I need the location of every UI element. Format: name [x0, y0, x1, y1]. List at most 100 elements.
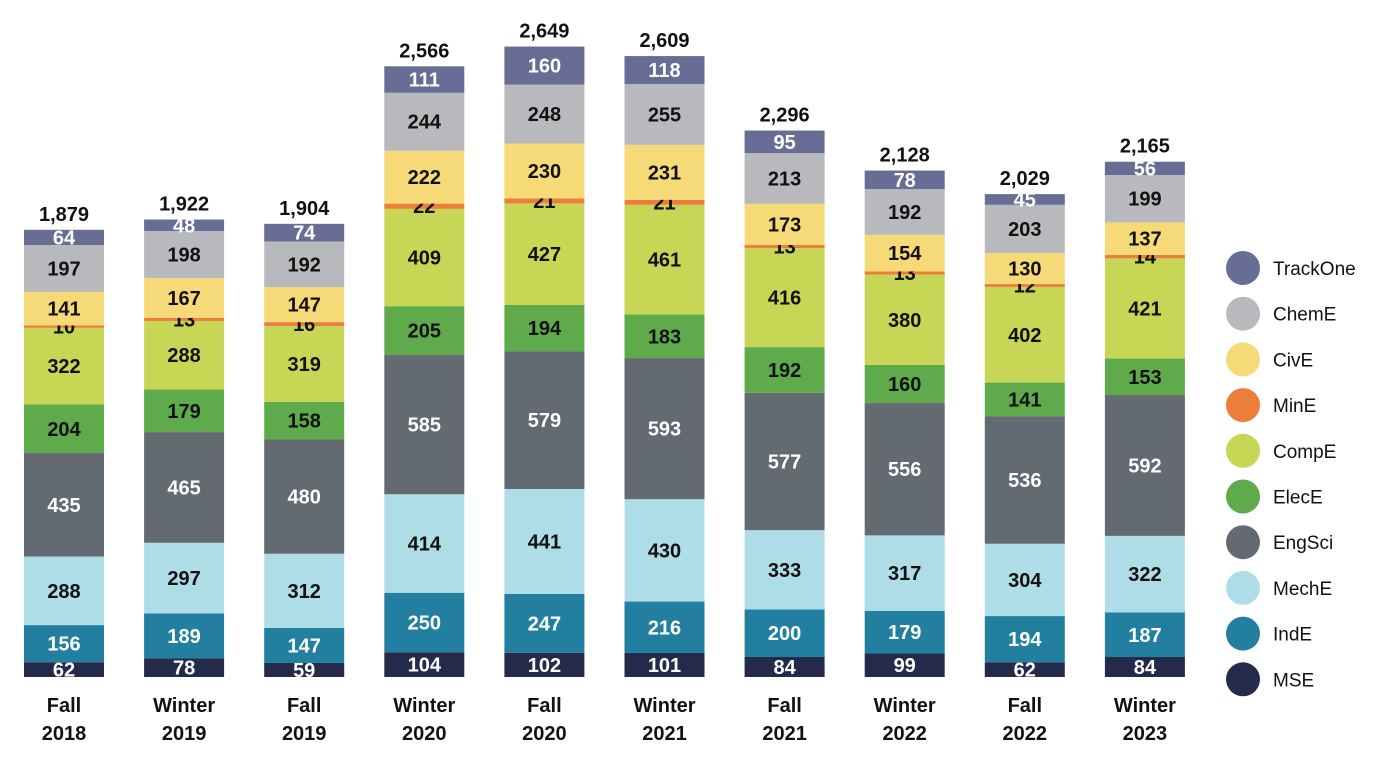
segment-label-cheme-fall-2022: 203 [1008, 219, 1041, 241]
segment-label-cheme-fall-2021: 213 [768, 169, 801, 191]
segment-label-elece-winter-2023: 153 [1128, 367, 1161, 389]
bar-segment-cive-fall-2018 [24, 291, 104, 326]
legend-swatch-mine [1226, 388, 1260, 423]
segment-label-cive-winter-2022: 154 [888, 243, 922, 265]
segment-label-meche-fall-2022: 304 [1008, 570, 1042, 592]
segment-label-engsci-fall-2019: 480 [288, 487, 321, 509]
segment-label-compe-fall-2020: 427 [528, 244, 561, 266]
bar-segment-elece-fall-2022 [984, 382, 1065, 417]
segment-label-mse-fall-2020: 102 [528, 655, 561, 677]
segment-label-engsci-fall-2020: 579 [528, 410, 561, 432]
bar-segment-meche-fall-2022 [984, 543, 1065, 617]
bar-segment-mse-fall-2018 [24, 662, 104, 677]
x-tick-label-winter-2023-year: 2023 [1123, 723, 1168, 745]
bar-segment-mse-winter-2021 [624, 652, 705, 677]
bar-segment-meche-winter-2021 [624, 499, 705, 602]
bar-segment-engsci-fall-2021 [744, 392, 825, 531]
segment-label-inde-winter-2021: 216 [648, 617, 681, 639]
segment-label-engsci-fall-2022: 536 [1008, 470, 1041, 492]
segment-label-trackone-fall-2019: 74 [293, 223, 316, 245]
bar-total-winter-2021: 2,609 [639, 30, 689, 52]
bar-segment-engsci-winter-2021 [624, 358, 705, 500]
bar-segment-inde-fall-2021 [744, 609, 825, 658]
bar-segment-elece-winter-2019 [144, 389, 225, 433]
segment-label-mse-winter-2022: 99 [894, 655, 916, 677]
segment-label-trackone-winter-2023: 56 [1134, 158, 1156, 180]
bar-segment-engsci-winter-2020 [384, 354, 465, 495]
bar-segment-mse-winter-2023 [1104, 657, 1185, 677]
segment-label-mse-fall-2021: 84 [773, 657, 796, 679]
segment-label-cheme-winter-2019: 198 [167, 245, 200, 267]
bar-segment-cheme-fall-2020 [504, 84, 585, 144]
segment-label-trackone-fall-2022: 45 [1014, 189, 1036, 211]
segment-label-cive-fall-2018: 141 [47, 299, 80, 321]
segment-label-elece-fall-2020: 194 [528, 318, 562, 340]
bar-segment-engsci-winter-2022 [864, 403, 945, 536]
bar-segment-meche-fall-2020 [504, 488, 585, 594]
segment-label-cheme-fall-2020: 248 [528, 104, 561, 126]
totals-group: 1,879 1,922 1,904 2,566 2,649 2,609 2,296 2,128… [39, 21, 1170, 226]
bar-segment-mse-fall-2019 [264, 662, 345, 677]
segment-label-meche-winter-2019: 297 [167, 568, 200, 590]
segment-label-trackone-fall-2018: 64 [53, 227, 76, 249]
segment-label-trackone-fall-2021: 95 [773, 132, 795, 154]
bars-group: 6215628843520432210141197647818929746517… [24, 46, 1185, 682]
segment-label-engsci-winter-2022: 556 [888, 459, 921, 481]
bar-segment-compe-fall-2018 [24, 327, 104, 405]
segment-label-meche-winter-2023: 322 [1128, 564, 1161, 586]
bar-segment-elece-fall-2021 [744, 347, 825, 393]
segment-label-mse-winter-2020: 104 [408, 655, 442, 677]
legend-swatch-cheme [1226, 296, 1260, 331]
segment-label-cive-fall-2022: 130 [1008, 259, 1041, 281]
segment-label-inde-winter-2022: 179 [888, 622, 921, 644]
legend-label-engsci: EngSci [1273, 533, 1333, 554]
segment-label-engsci-fall-2018: 435 [47, 495, 80, 517]
bar-segment-trackone-winter-2019 [144, 219, 225, 231]
bar-segment-mse-fall-2020 [504, 652, 585, 677]
bar-segment-trackone-winter-2023 [1104, 161, 1185, 176]
segment-label-elece-fall-2018: 204 [47, 419, 81, 441]
bar-segment-compe-winter-2020 [384, 208, 465, 307]
bar-segment-mine-winter-2020 [384, 203, 465, 209]
legend-swatch-engsci [1226, 525, 1260, 560]
bar-segment-trackone-fall-2021 [744, 130, 825, 154]
bar-segment-cheme-fall-2019 [264, 241, 345, 288]
bar-segment-compe-fall-2021 [744, 248, 825, 348]
segment-label-cheme-winter-2022: 192 [888, 202, 921, 224]
segment-label-mse-winter-2023: 84 [1134, 657, 1157, 679]
bar-segment-cive-fall-2020 [504, 143, 585, 199]
segment-label-trackone-winter-2019: 48 [173, 215, 195, 237]
bar-segment-inde-fall-2020 [504, 593, 585, 653]
bar-segment-meche-fall-2021 [744, 530, 825, 610]
bar-segment-trackone-fall-2018 [24, 229, 104, 246]
x-tick-label-fall-2021-term: Fall [767, 695, 801, 717]
bar-total-fall-2019: 1,904 [279, 198, 330, 220]
bar-segment-mine-winter-2019 [144, 317, 225, 321]
segment-label-mse-fall-2019: 59 [293, 660, 315, 682]
bar-segment-compe-winter-2022 [864, 274, 945, 365]
segment-label-elece-winter-2020: 205 [408, 321, 441, 343]
segment-label-trackone-winter-2020: 111 [409, 70, 440, 92]
legend-label-cheme: ChemE [1273, 305, 1336, 326]
segment-label-inde-fall-2021: 200 [768, 623, 801, 645]
bar-segment-trackone-fall-2020 [504, 46, 585, 85]
x-tick-label-fall-2018-term: Fall [47, 695, 81, 717]
x-axis-labels: Fall 2018 Winter 2019 Fall 2019 Winter 2020 Fall… [42, 695, 1176, 745]
x-tick-label-fall-2018-year: 2018 [42, 723, 87, 745]
bar-segment-meche-winter-2020 [384, 494, 465, 593]
bar-segment-cive-winter-2022 [864, 234, 945, 272]
x-tick-label-fall-2020-term: Fall [527, 695, 561, 717]
segment-label-elece-fall-2019: 158 [288, 411, 321, 433]
x-tick-label-winter-2021-term: Winter [633, 695, 695, 717]
segment-label-compe-winter-2021: 461 [648, 250, 681, 272]
bar-total-fall-2021: 2,296 [760, 105, 810, 127]
segment-label-trackone-fall-2020: 160 [528, 56, 561, 78]
segment-label-cive-winter-2019: 167 [167, 288, 200, 310]
bar-segment-trackone-winter-2022 [864, 170, 945, 190]
legend-label-mse: MSE [1273, 670, 1314, 691]
segment-label-cheme-fall-2019: 192 [288, 254, 321, 276]
x-tick-label-winter-2019-year: 2019 [162, 723, 207, 745]
segment-label-engsci-winter-2021: 593 [648, 419, 681, 441]
bar-segment-inde-winter-2021 [624, 601, 705, 653]
bar-segment-trackone-winter-2020 [384, 66, 465, 93]
